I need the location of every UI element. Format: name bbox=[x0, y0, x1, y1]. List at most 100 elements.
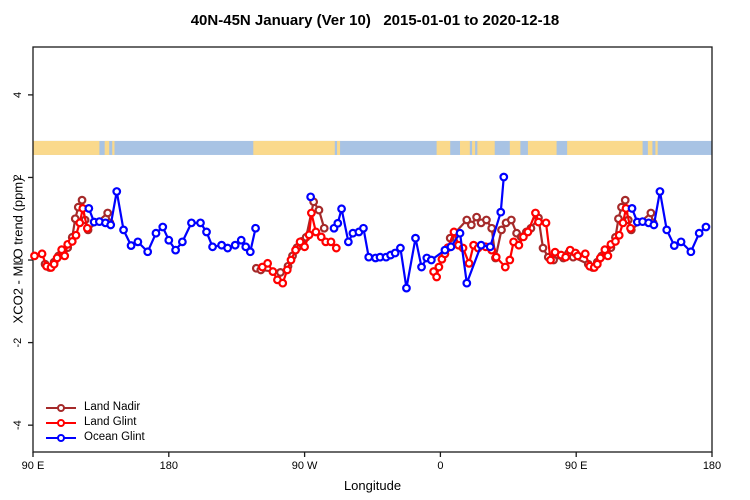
data-point-land-glint bbox=[531, 208, 540, 218]
legend-label: Land Glint bbox=[84, 416, 137, 428]
map-band-land-segment bbox=[509, 140, 521, 155]
x-tick-label: 90 W bbox=[292, 460, 318, 472]
data-point-ocean-glint bbox=[701, 222, 711, 232]
data-point-land-nadir bbox=[482, 215, 491, 225]
data-point-ocean-glint bbox=[196, 218, 205, 228]
data-point-ocean-glint bbox=[133, 237, 143, 247]
data-point-ocean-glint bbox=[627, 204, 637, 213]
data-point-land-nadir bbox=[472, 212, 482, 222]
legend-label: Land Nadir bbox=[84, 401, 141, 413]
data-point-ocean-glint bbox=[686, 247, 696, 257]
data-point-ocean-glint bbox=[126, 241, 136, 250]
data-point-land-glint bbox=[464, 258, 474, 268]
x-tick-label: 180 bbox=[160, 460, 178, 472]
data-point-ocean-glint bbox=[343, 237, 353, 247]
map-band-land-segment bbox=[655, 140, 658, 155]
data-point-ocean-glint bbox=[446, 242, 456, 252]
land-nadir-marker-icon bbox=[46, 400, 76, 415]
map-band-land-segment bbox=[436, 140, 451, 155]
data-point-ocean-glint bbox=[455, 228, 465, 238]
data-point-land-glint bbox=[432, 272, 442, 282]
data-point-land-nadir bbox=[103, 208, 113, 218]
y-tick-label: 2 bbox=[12, 174, 24, 180]
data-point-ocean-glint bbox=[208, 242, 217, 252]
data-point-ocean-glint bbox=[143, 247, 153, 257]
data-point-ocean-glint bbox=[151, 228, 161, 238]
data-point-ocean-glint bbox=[496, 207, 506, 217]
y-tick-label: -4 bbox=[12, 420, 24, 430]
data-point-ocean-glint bbox=[306, 192, 316, 202]
data-point-ocean-glint bbox=[411, 233, 420, 243]
data-point-ocean-glint bbox=[655, 187, 665, 196]
data-point-ocean-glint bbox=[662, 225, 672, 235]
data-point-ocean-glint bbox=[245, 247, 255, 257]
legend: Land Nadir Land Glint Ocean Glint bbox=[46, 400, 145, 445]
data-point-land-glint bbox=[60, 251, 70, 261]
data-point-land-nadir bbox=[497, 225, 506, 235]
data-point-land-glint bbox=[75, 218, 85, 228]
data-point-ocean-glint bbox=[84, 204, 94, 213]
legend-label: Ocean Glint bbox=[84, 431, 145, 443]
map-band-land-segment bbox=[337, 140, 341, 155]
data-point-ocean-glint bbox=[694, 228, 704, 238]
data-point-land-nadir bbox=[77, 195, 87, 205]
data-point-land-nadir bbox=[314, 205, 324, 215]
data-point-land-glint bbox=[541, 218, 551, 228]
data-point-ocean-glint bbox=[187, 218, 196, 228]
data-point-ocean-glint bbox=[676, 237, 686, 247]
data-point-land-glint bbox=[268, 267, 278, 276]
data-point-land-nadir bbox=[466, 220, 476, 230]
data-point-ocean-glint bbox=[485, 242, 495, 252]
map-band-land-segment bbox=[33, 140, 100, 155]
data-point-ocean-glint bbox=[251, 223, 260, 233]
map-band-land-segment bbox=[477, 140, 495, 155]
data-point-land-nadir bbox=[319, 223, 329, 233]
data-point-land-glint bbox=[505, 255, 515, 265]
data-point-land-glint bbox=[326, 237, 336, 247]
data-point-land-nadir bbox=[620, 195, 630, 205]
x-tick-label: 180 bbox=[703, 460, 721, 472]
plot-border bbox=[32, 46, 713, 453]
data-point-ocean-glint bbox=[669, 241, 679, 250]
data-point-land-glint bbox=[286, 255, 296, 265]
data-point-ocean-glint bbox=[649, 220, 659, 230]
data-point-land-nadir bbox=[276, 268, 285, 277]
data-point-ocean-glint bbox=[333, 218, 343, 228]
legend-item-land-glint: Land Glint bbox=[46, 415, 145, 430]
data-point-land-nadir bbox=[646, 208, 656, 218]
data-point-land-glint bbox=[561, 252, 571, 262]
data-point-ocean-glint bbox=[202, 227, 211, 237]
data-point-ocean-glint bbox=[177, 237, 187, 247]
data-point-land-glint bbox=[491, 252, 501, 262]
data-point-ocean-glint bbox=[462, 278, 472, 288]
data-point-land-glint bbox=[82, 223, 92, 233]
data-point-land-glint bbox=[603, 251, 613, 261]
data-point-ocean-glint bbox=[359, 223, 368, 233]
x-tick-label: 90 E bbox=[22, 460, 45, 472]
data-point-land-glint bbox=[580, 249, 590, 259]
data-point-land-glint bbox=[278, 278, 288, 288]
data-point-ocean-glint bbox=[402, 283, 411, 293]
y-tick-label: -2 bbox=[12, 338, 24, 348]
data-point-ocean-glint bbox=[396, 243, 405, 253]
data-point-ocean-glint bbox=[112, 187, 122, 196]
data-point-land-glint bbox=[434, 262, 444, 272]
y-axis-label: XCO2 - MLO trend (ppm) bbox=[10, 177, 26, 324]
land-glint-marker-icon bbox=[46, 415, 76, 430]
map-band-land-segment bbox=[647, 140, 653, 155]
data-point-ocean-glint bbox=[390, 248, 400, 258]
data-point-ocean-glint bbox=[171, 245, 180, 255]
data-point-ocean-glint bbox=[223, 243, 233, 253]
data-point-ocean-glint bbox=[337, 204, 346, 214]
data-point-land-glint bbox=[52, 253, 62, 263]
data-point-ocean-glint bbox=[499, 172, 509, 182]
data-point-land-glint bbox=[311, 227, 321, 237]
data-point-land-glint bbox=[618, 218, 628, 228]
x-tick-label: 0 bbox=[437, 460, 443, 472]
data-point-land-glint bbox=[626, 223, 635, 233]
data-point-ocean-glint bbox=[230, 240, 240, 250]
data-point-land-glint bbox=[534, 217, 543, 227]
chart-title: 40N-45N January (Ver 10) 2015-01-01 to 2… bbox=[190, 12, 560, 29]
